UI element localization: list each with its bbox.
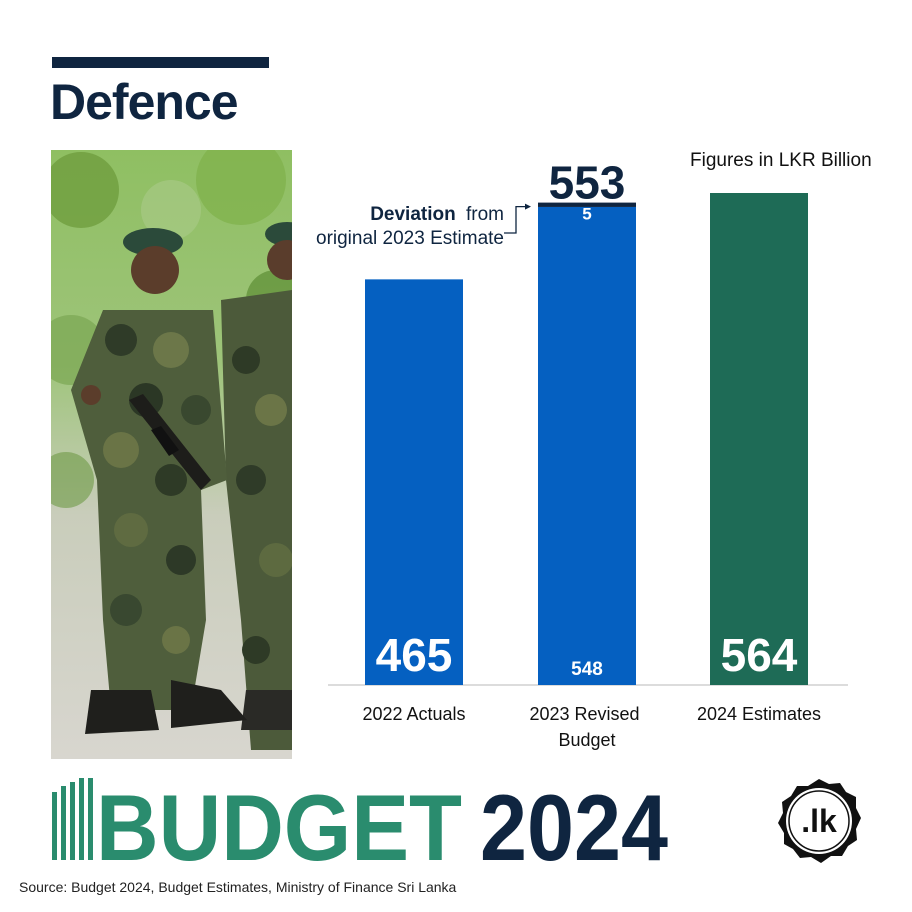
deviation-arrow xyxy=(504,205,528,234)
value-label-2023-total: 553 xyxy=(549,157,626,209)
lk-brand-text: .lk xyxy=(801,803,837,839)
budget-2024-wordmark: BUDGET 2024 xyxy=(52,778,668,868)
budget-year: 2024 xyxy=(480,778,668,868)
x-tick-label-2023-line1: 2023 Revised xyxy=(529,704,639,724)
value-label-2023-deviation: 5 xyxy=(582,205,591,224)
value-label-2023-base: 548 xyxy=(571,659,603,680)
defence-bar-chart: 465 548 5 553 564 Deviation from origina… xyxy=(316,157,848,750)
deviation-annotation-bold: Deviation xyxy=(370,204,456,225)
page-title: Defence xyxy=(50,74,239,130)
bar-2024-estimates xyxy=(710,193,808,685)
value-label-2024: 564 xyxy=(721,629,798,681)
bar-2022-actuals xyxy=(365,279,463,685)
bar-2023-deviation xyxy=(538,202,636,207)
deviation-arrow-head xyxy=(525,203,531,210)
deviation-annotation-line2: original 2023 Estimate xyxy=(316,228,504,249)
units-note: Figures in LKR Billion xyxy=(690,150,872,171)
stripes-icon xyxy=(52,778,93,860)
source-note: Source: Budget 2024, Budget Estimates, M… xyxy=(19,879,457,895)
x-tick-label-2022-line: 2022 Actuals xyxy=(362,704,465,724)
lk-seal-logo: .lk xyxy=(778,779,861,863)
deviation-annotation-line1: Deviation from xyxy=(370,204,504,225)
x-tick-label-2023: 2023 Revised Budget xyxy=(529,704,644,750)
budget-word: BUDGET xyxy=(96,778,462,868)
x-tick-label-2024: 2024 Estimates xyxy=(697,704,821,724)
x-tick-label-2024-line: 2024 Estimates xyxy=(697,704,821,724)
title-rule xyxy=(52,57,269,68)
bar-2023-base xyxy=(538,206,636,685)
soldiers-photo xyxy=(51,150,292,759)
deviation-annotation-rest: from xyxy=(466,204,504,225)
x-tick-label-2023-line2: Budget xyxy=(558,730,615,750)
x-tick-label-2022: 2022 Actuals xyxy=(362,704,465,724)
value-label-2022: 465 xyxy=(376,629,453,681)
